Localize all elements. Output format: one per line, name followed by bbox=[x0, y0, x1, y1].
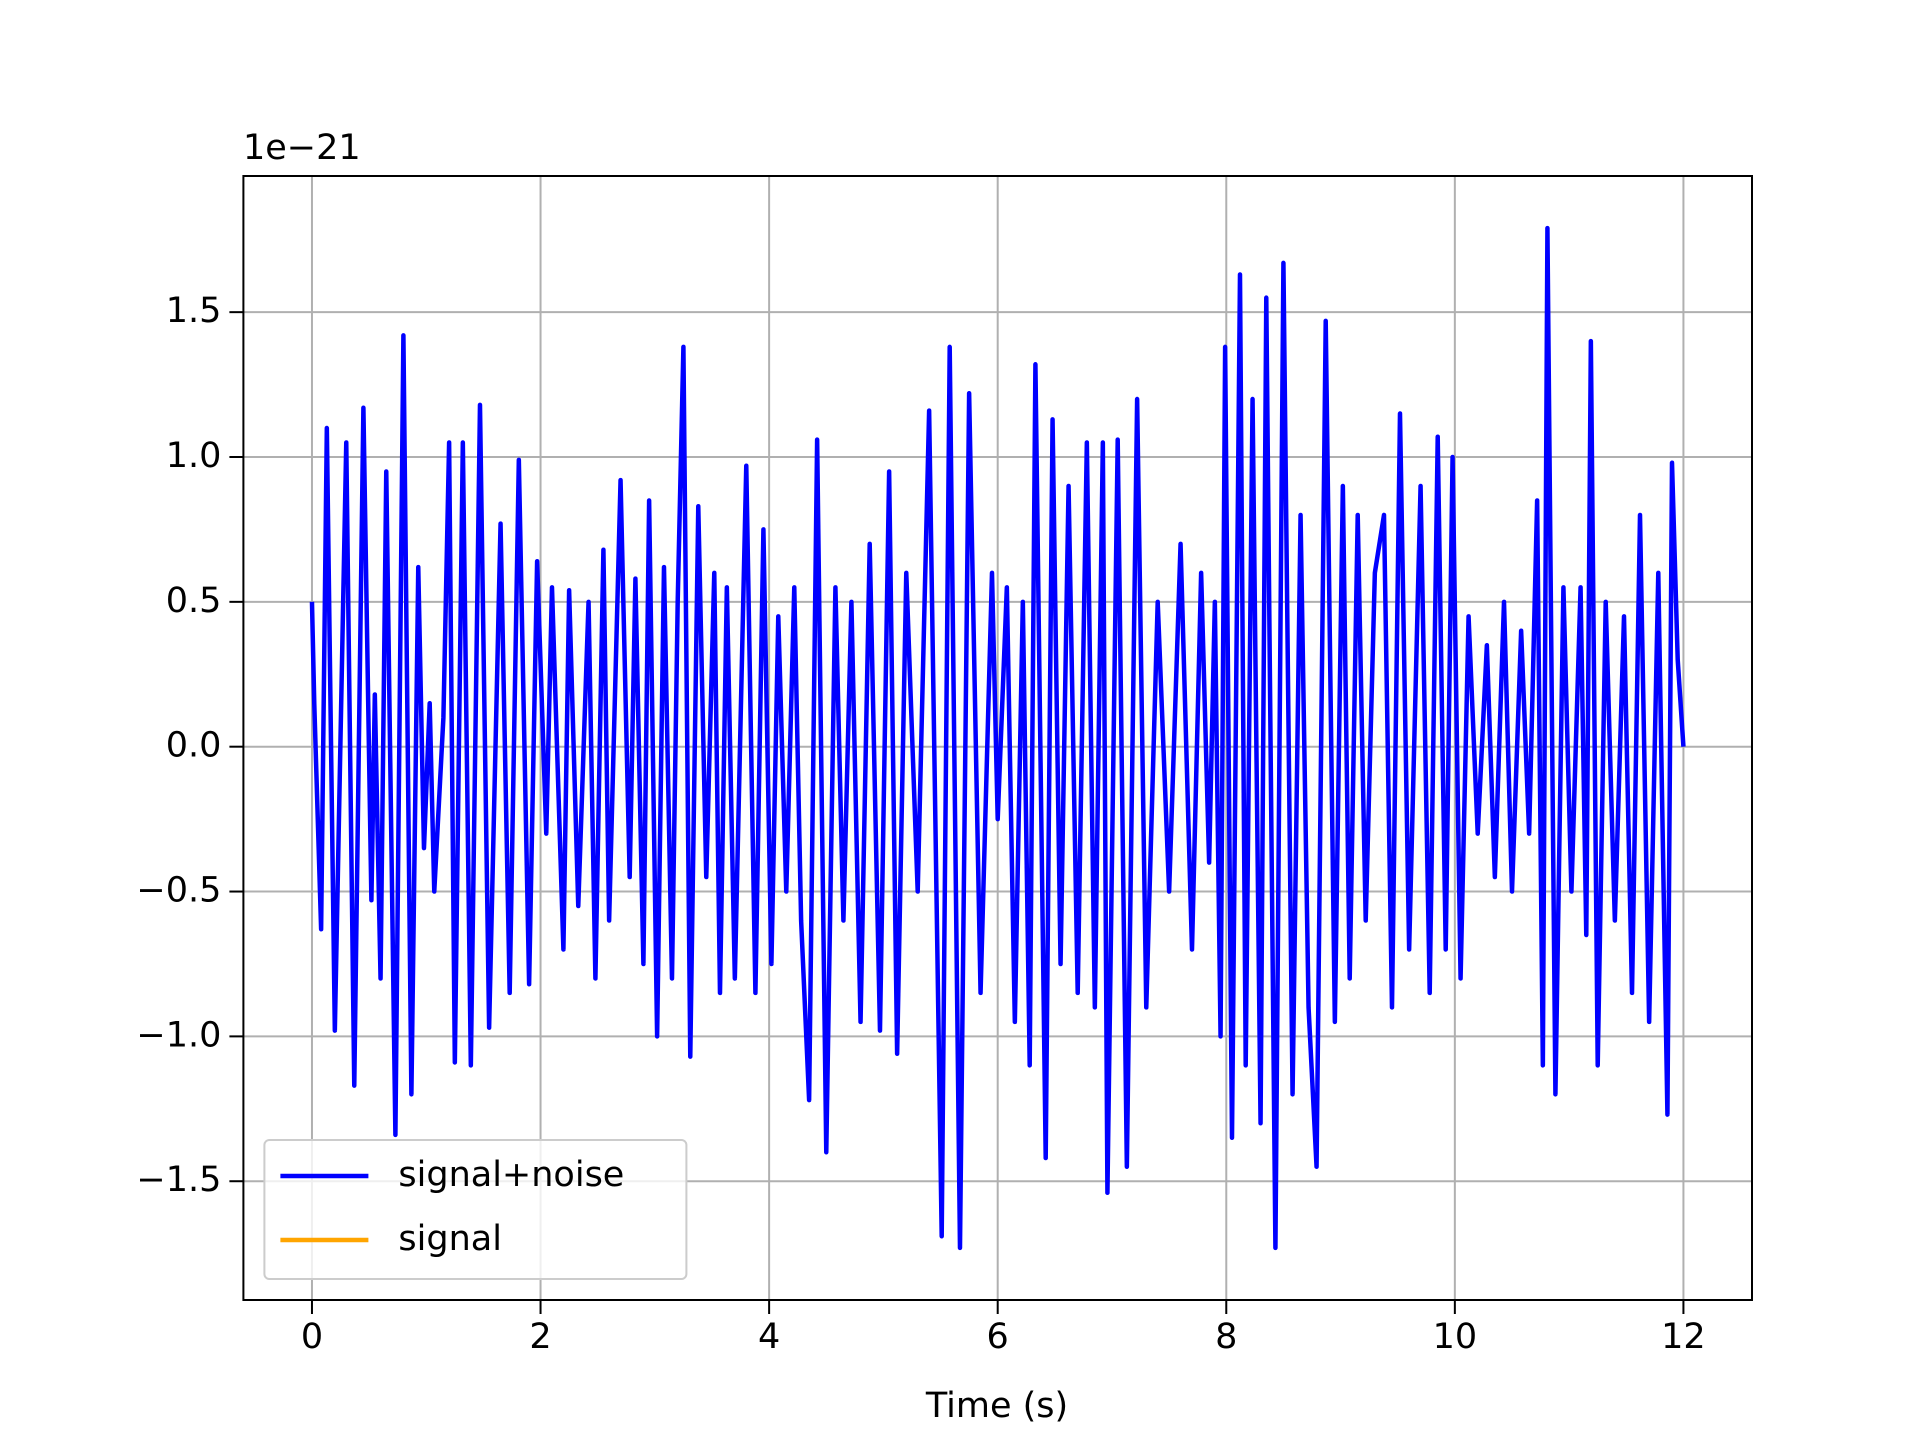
y-tick-label: −1.0 bbox=[136, 1015, 221, 1055]
y-tick-label: 1.0 bbox=[166, 436, 222, 476]
x-tick-label: 4 bbox=[758, 1317, 780, 1357]
x-axis-label: Time (s) bbox=[925, 1386, 1068, 1426]
y-tick-label: 0.5 bbox=[166, 581, 222, 621]
x-tick-label: 2 bbox=[529, 1317, 551, 1357]
legend-label: signal bbox=[398, 1219, 502, 1259]
x-tick-label: 8 bbox=[1215, 1317, 1237, 1357]
y-tick-label: 1.5 bbox=[166, 291, 222, 331]
x-tick-label: 12 bbox=[1661, 1317, 1706, 1357]
legend-label: signal+noise bbox=[398, 1155, 624, 1195]
x-tick-label: 10 bbox=[1433, 1317, 1478, 1357]
x-tick-label: 6 bbox=[987, 1317, 1009, 1357]
legend-box bbox=[263, 1139, 688, 1280]
y-tick-label: −1.5 bbox=[136, 1160, 221, 1200]
y-offset-text: 1e−21 bbox=[243, 128, 361, 168]
y-tick-label: 0.0 bbox=[166, 726, 222, 766]
plot-frame bbox=[242, 175, 1753, 1301]
x-tick-label: 0 bbox=[301, 1317, 323, 1357]
data-line bbox=[309, 225, 1686, 1251]
y-tick-label: −0.5 bbox=[136, 871, 221, 911]
